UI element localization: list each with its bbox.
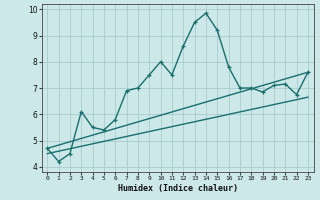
X-axis label: Humidex (Indice chaleur): Humidex (Indice chaleur) [118, 184, 237, 193]
